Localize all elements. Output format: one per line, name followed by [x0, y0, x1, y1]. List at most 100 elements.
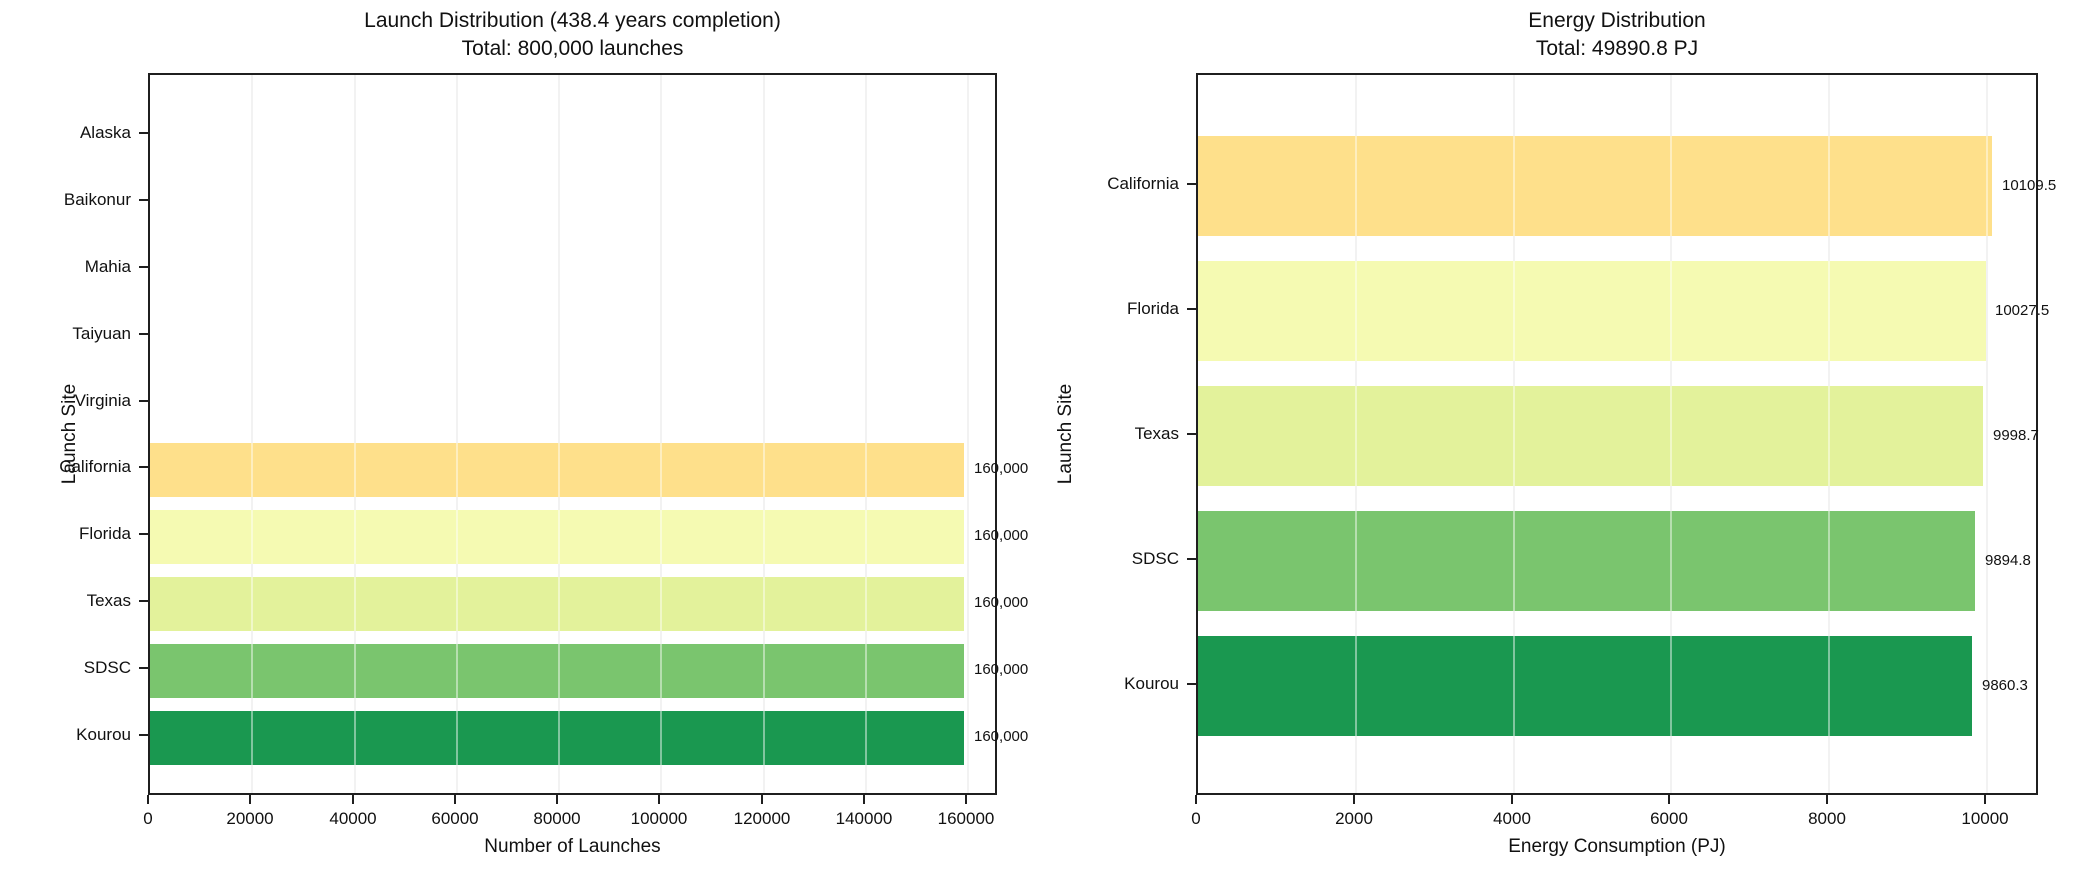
y-tick-label: Kourou: [76, 725, 131, 744]
bar: [1198, 136, 1992, 236]
gridline: [1986, 75, 1988, 793]
y-tick-mark: [139, 667, 148, 669]
x-tick-label: 0: [1191, 809, 1201, 828]
gridline: [763, 75, 765, 793]
y-tick-mark: [139, 466, 148, 468]
y-tick-label: Florida: [79, 524, 131, 543]
energy-distribution-chart: Energy Distribution Total: 49890.8 PJ 10…: [1040, 0, 2080, 877]
bar: [150, 510, 965, 564]
bar: [1198, 261, 1986, 361]
y-tick-mark: [139, 734, 148, 736]
y-tick-label: California: [1107, 174, 1179, 193]
gridline: [1828, 75, 1830, 793]
x-tick-label: 10000: [1961, 809, 2009, 828]
bar: [150, 577, 965, 631]
x-axis-label: Energy Consumption (PJ): [1508, 836, 1726, 857]
bar: [150, 711, 965, 765]
y-tick-label: Baikonur: [63, 190, 131, 209]
x-tick-mark: [1353, 795, 1355, 804]
gridline: [660, 75, 662, 793]
x-axis-label: Number of Launches: [484, 836, 661, 857]
bar-value-label: 9998.7: [1993, 427, 2039, 444]
bar: [150, 644, 965, 698]
y-tick-mark: [139, 132, 148, 134]
x-tick-label: 80000: [533, 809, 581, 828]
gridline: [660, 75, 662, 793]
x-tick-mark: [352, 795, 354, 804]
y-tick-label: Virginia: [74, 391, 131, 410]
y-tick-label: Alaska: [79, 123, 131, 142]
x-tick-mark: [1511, 795, 1513, 804]
bar-value-label: 9894.8: [1985, 552, 2031, 569]
plot-area: 160,000 160,000 160,000 160,000 160,000: [148, 73, 1028, 795]
gridline: [456, 75, 458, 793]
y-tick-label: SDSC: [1131, 549, 1179, 568]
x-tick-mark: [1826, 795, 1828, 804]
y-tick-mark: [139, 333, 148, 335]
x-tick-label: 100000: [630, 809, 688, 828]
bar-value-label: 10109.5: [2002, 177, 2057, 194]
bar-value-label: 160,000: [974, 728, 1029, 745]
x-tick-label: 6000: [1650, 809, 1688, 828]
chart-subtitle: Total: 800,000 launches: [461, 37, 684, 60]
y-tick-label: Florida: [1127, 299, 1179, 318]
chart-subtitle: Total: 49890.8 PJ: [1535, 37, 1699, 60]
bar-value-label: 160,000: [974, 661, 1029, 678]
bar: [150, 443, 965, 497]
x-tick-label: 60000: [431, 809, 479, 828]
y-tick-mark: [139, 199, 148, 201]
x-tick-mark: [1984, 795, 1986, 804]
gridline: [558, 75, 560, 793]
gridline: [251, 75, 253, 793]
gridline: [1670, 75, 1672, 793]
gridline: [251, 75, 253, 793]
y-tick-mark: [1187, 308, 1196, 310]
x-tick-label: 40000: [329, 809, 377, 828]
bar-value-label: 160,000: [974, 460, 1029, 477]
x-tick-label: 20000: [226, 809, 274, 828]
bar: [1198, 636, 1973, 736]
gridline: [354, 75, 356, 793]
gridline: [1355, 75, 1357, 793]
y-tick-mark: [1187, 558, 1196, 560]
x-tick-mark: [249, 795, 251, 804]
y-tick-mark: [139, 266, 148, 268]
bar-value-label: 160,000: [974, 527, 1029, 544]
x-tick-label: 140000: [835, 809, 893, 828]
x-tick-mark: [556, 795, 558, 804]
gridline: [354, 75, 356, 793]
chart-title: Energy Distribution: [1528, 9, 1706, 32]
bar: [1198, 511, 1976, 611]
gridline: [1986, 75, 1988, 793]
x-tick-label: 120000: [733, 809, 791, 828]
x-tick-mark: [1668, 795, 1670, 804]
x-tick-mark: [454, 795, 456, 804]
y-tick-label: SDSC: [83, 658, 131, 677]
gridline: [967, 75, 969, 793]
y-tick-mark: [139, 400, 148, 402]
y-tick-label: Texas: [86, 591, 131, 610]
chart-title: Launch Distribution (438.4 years complet…: [364, 9, 781, 32]
x-tick-label: 2000: [1335, 809, 1373, 828]
x-tick-label: 4000: [1493, 809, 1531, 828]
y-tick-mark: [1187, 433, 1196, 435]
x-tick-mark: [1195, 795, 1197, 804]
plot-area: 10109.5 10027.5 9998.7 9894.8 9860.3: [1196, 73, 2056, 795]
x-tick-label: 160000: [937, 809, 995, 828]
y-tick-label: Texas: [1134, 424, 1179, 443]
y-tick-mark: [1187, 183, 1196, 185]
x-tick-mark: [965, 795, 967, 804]
gridline: [865, 75, 867, 793]
y-tick-label: Mahia: [84, 257, 131, 276]
y-tick-mark: [1187, 683, 1196, 685]
x-tick-label: 8000: [1808, 809, 1846, 828]
bar: [1198, 386, 1984, 486]
bar-value-label: 9860.3: [1982, 677, 2028, 694]
gridline: [456, 75, 458, 793]
gridline: [967, 75, 969, 793]
gridline: [558, 75, 560, 793]
y-tick-mark: [139, 533, 148, 535]
x-tick-mark: [761, 795, 763, 804]
y-tick-label: Taiyuan: [72, 324, 131, 343]
